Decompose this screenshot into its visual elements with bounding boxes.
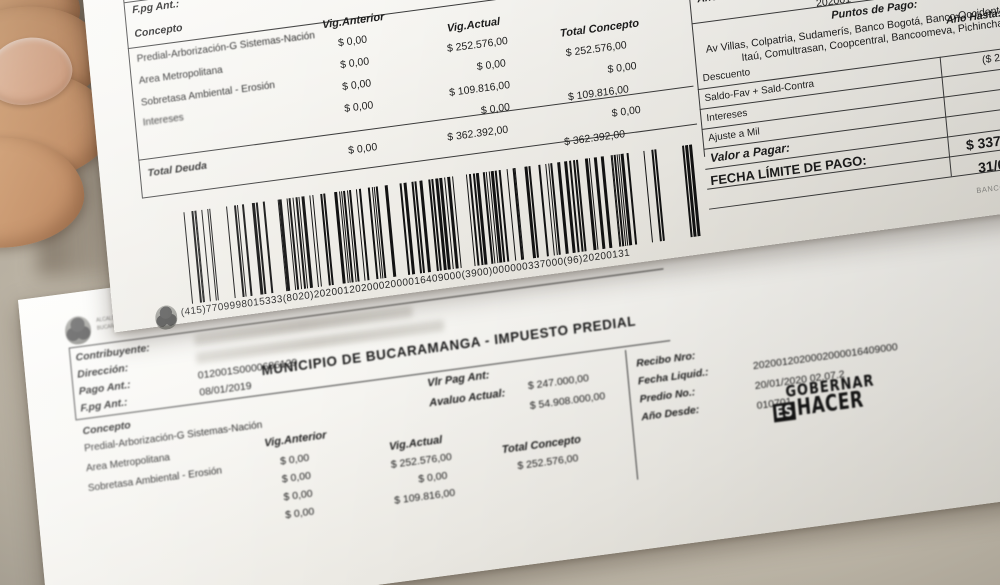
cell-vig-actual-total: $ 362.392,00 bbox=[446, 123, 509, 144]
cell-vig-actual-2: $ 109.816,00 bbox=[448, 78, 511, 100]
coat-of-arms-seal bbox=[63, 314, 93, 346]
lower-cell-vig-ant-0: $ 0,00 bbox=[279, 451, 310, 468]
row-concepto-2: Sobretasa Ambiental - Erosión bbox=[140, 80, 276, 109]
header-total-concepto: Total Concepto bbox=[559, 17, 640, 40]
lower-value-fpg-ant: 08/01/2019 bbox=[198, 379, 253, 399]
lower-cell-total-0: $ 252.576,00 bbox=[516, 452, 579, 473]
knuckle-highlight-2 bbox=[0, 90, 4, 126]
cell-vig-anterior-total: $ 0,00 bbox=[347, 141, 378, 157]
lower-label-ano-desde: Año Desde: bbox=[640, 403, 700, 424]
header-vig-anterior: Vig.Anterior bbox=[321, 10, 385, 32]
lower-value-avaluo-actual: $ 54.908.000,00 bbox=[529, 390, 606, 413]
lower-header-vig-anterior: Vig.Anterior bbox=[263, 429, 328, 450]
lower-cell-vig-act-0: $ 252.576,00 bbox=[390, 451, 453, 472]
lower-header-avaluo-actual: Avaluo Actual: bbox=[428, 387, 506, 410]
lower-cell-vig-act-2: $ 109.816,00 bbox=[393, 486, 456, 507]
cell-total-concepto-1: $ 0,00 bbox=[607, 60, 638, 76]
lower-label-recibo-nro: Recibo Nro: bbox=[635, 349, 696, 370]
cell-vig-anterior-2: $ 0,00 bbox=[341, 77, 372, 94]
cell-total-concepto-0: $ 252.576,00 bbox=[565, 39, 628, 60]
cell-vig-actual-3: $ 0,00 bbox=[480, 101, 511, 117]
lower-label-fpg-ant: F.pg Ant.: bbox=[79, 396, 129, 415]
row-concepto-3: Intereses bbox=[142, 112, 185, 129]
row-total-deuda-label: Total Deuda bbox=[147, 159, 208, 180]
lower-cell-vig-ant-1: $ 0,00 bbox=[281, 469, 312, 486]
lower-value-vlr-pag-ant: $ 247.000,00 bbox=[527, 372, 590, 393]
value-fpg-ant: 08/01/2019 bbox=[247, 0, 300, 3]
cell-total-concepto-total: $ 362.392,00 bbox=[563, 128, 626, 149]
lower-label-pago-ant: Pago Ant.: bbox=[78, 378, 132, 398]
label-fpg-ant: F.pg Ant.: bbox=[131, 0, 180, 17]
footer-note: BANCO-172.16.7.32 bbox=[975, 175, 1000, 196]
lower-cell-vig-act-1: $ 0,00 bbox=[417, 469, 448, 486]
header-vig-actual: Vig.Actual bbox=[446, 15, 501, 35]
lower-cell-vig-ant-3: $ 0,00 bbox=[284, 505, 315, 522]
label-concepto: Concepto bbox=[133, 21, 184, 41]
totals-label-2: Intereses bbox=[706, 107, 748, 125]
totals-value-6: 31/01/2020 bbox=[977, 150, 1000, 176]
lower-header-vig-actual: Vig.Actual bbox=[388, 434, 443, 454]
lower-label-predio-no: Predio No.: bbox=[639, 386, 696, 406]
lower-cell-vig-ant-2: $ 0,00 bbox=[283, 487, 314, 504]
cell-total-concepto-3: $ 0,00 bbox=[611, 103, 642, 120]
label-ano-desde: Año Desde: bbox=[697, 0, 756, 5]
lower-label-concepto: Concepto bbox=[82, 419, 132, 438]
lower-row-concepto-1: Area Metropolitana bbox=[85, 452, 171, 475]
lower-header-vlr-pag-ant: Vlr Pag Ant: bbox=[426, 369, 490, 390]
row-concepto-1: Area Metropolitana bbox=[138, 64, 224, 87]
cell-vig-anterior-1: $ 0,00 bbox=[339, 55, 370, 72]
lower-label-direccion: Dirección: bbox=[76, 362, 129, 381]
cell-vig-actual-0: $ 252.576,00 bbox=[446, 34, 509, 55]
box-top-rule bbox=[123, 0, 679, 4]
lower-value-recibo-nro: 2020012020002000016409000 bbox=[752, 341, 899, 373]
cell-total-concepto-2: $ 109.816,00 bbox=[567, 83, 630, 104]
totals-label-4: Valor a Pagar: bbox=[709, 140, 791, 166]
cell-vig-actual-1: $ 0,00 bbox=[476, 57, 507, 74]
knuckle-highlight-1 bbox=[0, 16, 2, 50]
cell-vig-anterior-3: $ 0,00 bbox=[343, 99, 374, 116]
lower-label-fecha-liquid: Fecha Liquid.: bbox=[637, 366, 710, 388]
cell-vig-anterior-0: $ 0,00 bbox=[337, 33, 368, 50]
row-concepto-0: Predial-Arborización-G Sistemas-Nación bbox=[136, 30, 316, 66]
